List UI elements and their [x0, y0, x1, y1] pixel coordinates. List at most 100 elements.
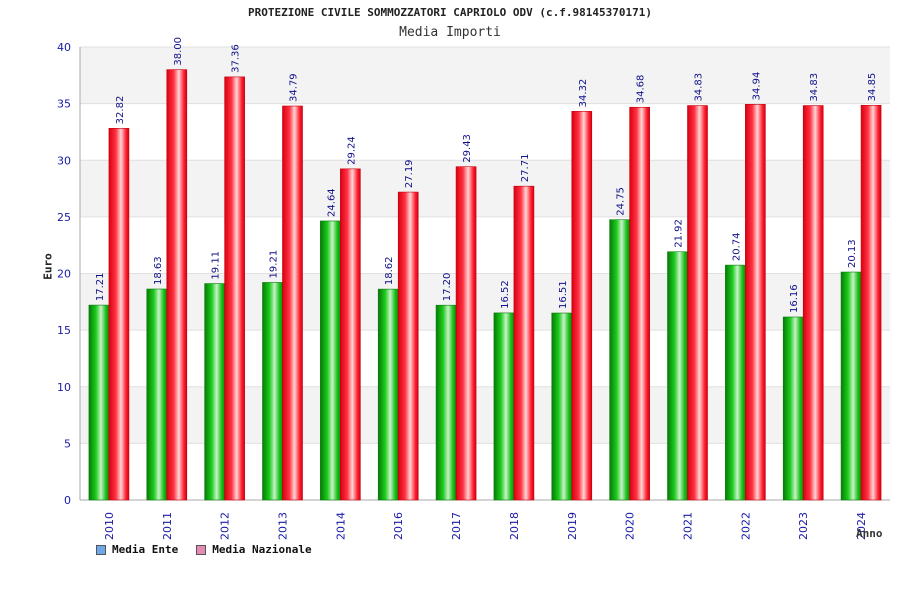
bar-media-nazionale-2014 — [340, 168, 361, 501]
bar-media-nazionale-2011 — [166, 69, 188, 501]
y-tick-label: 35 — [57, 98, 71, 111]
bar-media-ente-2016 — [377, 288, 399, 501]
bar-media-nazionale-2016 — [397, 191, 419, 501]
data-label: 37.36 — [231, 44, 242, 73]
bar-media-ente-2019 — [551, 312, 573, 501]
data-label: 38.00 — [173, 37, 184, 66]
data-label: 34.68 — [636, 75, 647, 104]
y-tick-label: 10 — [57, 381, 71, 394]
bar-media-nazionale-2021 — [687, 105, 708, 501]
x-tick-label: 2013 — [277, 512, 290, 540]
y-tick-label: 20 — [57, 268, 71, 281]
plot-band — [80, 386, 890, 444]
data-label: 27.71 — [520, 154, 531, 183]
y-tick-label: 0 — [64, 494, 71, 507]
legend-item-media-ente: Media Ente — [96, 543, 178, 556]
bar-media-ente-2022 — [725, 264, 746, 501]
chart-subtitle: Media Importi — [399, 25, 501, 40]
x-tick-label: 2021 — [682, 512, 695, 540]
data-label: 16.16 — [789, 284, 800, 313]
data-label: 34.83 — [809, 73, 820, 102]
x-tick-label: 2011 — [161, 512, 174, 540]
bar-media-nazionale-2012 — [224, 76, 245, 501]
data-label: 29.24 — [346, 136, 357, 165]
bar-media-nazionale-2017 — [455, 166, 477, 501]
bar-media-nazionale-2019 — [571, 111, 593, 501]
x-tick-label: 2012 — [219, 512, 232, 540]
data-label: 18.63 — [153, 256, 164, 285]
data-label: 34.85 — [867, 73, 878, 102]
bar-media-nazionale-2023 — [802, 105, 824, 501]
data-label: 24.75 — [616, 187, 627, 216]
bar-media-nazionale-2010 — [108, 128, 130, 501]
data-label: 34.79 — [289, 73, 300, 102]
legend-swatch-media-nazionale — [196, 544, 207, 555]
data-label: 19.21 — [269, 250, 280, 279]
legend-swatch-media-ente — [96, 544, 106, 555]
legend-label-media-ente: Media Ente — [112, 543, 179, 556]
y-axis-label: Euro — [41, 253, 55, 280]
chart-title: PROTEZIONE CIVILE SOMMOZZATORI CAPRIOLO … — [248, 6, 652, 19]
y-tick-label: 40 — [57, 41, 71, 54]
bar-media-ente-2014 — [320, 220, 341, 501]
bar-media-ente-2021 — [667, 251, 688, 501]
bar-media-ente-2023 — [782, 316, 804, 501]
x-tick-label: 2017 — [450, 512, 463, 540]
bar-media-ente-2024 — [840, 271, 862, 501]
x-tick-label: 2020 — [624, 512, 637, 540]
data-label: 21.92 — [674, 219, 685, 248]
data-label: 34.83 — [694, 73, 705, 102]
data-label: 27.19 — [404, 159, 415, 188]
x-tick-label: 2023 — [797, 512, 810, 540]
data-label: 16.51 — [558, 280, 569, 309]
y-tick-label: 30 — [57, 154, 71, 167]
y-tick-label: 5 — [64, 437, 71, 450]
data-label: 20.13 — [847, 239, 858, 268]
plot-band — [80, 160, 890, 217]
data-label: 20.74 — [731, 232, 742, 261]
plot-band — [80, 47, 890, 104]
bar-media-nazionale-2013 — [282, 105, 303, 501]
bar-media-ente-2018 — [493, 312, 515, 501]
plot-band — [80, 273, 890, 331]
data-label: 17.20 — [442, 273, 453, 302]
x-tick-label: 2024 — [855, 512, 868, 540]
bar-media-ente-2011 — [146, 288, 168, 501]
data-label: 34.32 — [578, 79, 589, 108]
x-tick-label: 2016 — [392, 512, 405, 540]
legend-label-media-nazionale: Media Nazionale — [212, 543, 312, 556]
bar-media-nazionale-2024 — [860, 105, 882, 501]
chart-legend: Media Ente Media Nazionale — [96, 543, 312, 556]
data-label: 19.11 — [211, 251, 222, 280]
bar-media-ente-2017 — [435, 304, 457, 501]
data-label: 24.64 — [326, 188, 337, 217]
bar-media-nazionale-2018 — [513, 185, 535, 501]
bar-media-nazionale-2022 — [745, 104, 766, 501]
data-label: 32.82 — [115, 96, 126, 125]
data-label: 29.43 — [462, 134, 473, 163]
data-label: 18.62 — [384, 256, 395, 285]
plot-band — [80, 103, 890, 161]
data-label: 34.94 — [751, 72, 762, 101]
plot-band — [80, 330, 890, 387]
bar-media-nazionale-2020 — [629, 106, 650, 501]
x-tick-label: 2019 — [566, 512, 579, 540]
data-label: 17.21 — [95, 272, 106, 301]
bar-media-ente-2010 — [88, 304, 110, 501]
bar-media-ente-2020 — [609, 219, 630, 501]
x-tick-label: 2022 — [739, 512, 752, 540]
x-tick-label: 2014 — [334, 512, 347, 540]
legend-item-media-nazionale: Media Nazionale — [196, 543, 312, 556]
x-tick-label: 2010 — [103, 512, 116, 540]
plot-band — [80, 443, 890, 500]
x-axis-label: Anno — [856, 527, 883, 540]
bar-media-ente-2012 — [204, 283, 225, 501]
y-tick-label: 25 — [57, 211, 71, 224]
bar-media-ente-2013 — [262, 282, 283, 501]
data-label: 16.52 — [500, 280, 511, 309]
x-tick-label: 2018 — [508, 512, 521, 540]
y-tick-label: 15 — [57, 324, 71, 337]
plot-band — [80, 216, 890, 274]
